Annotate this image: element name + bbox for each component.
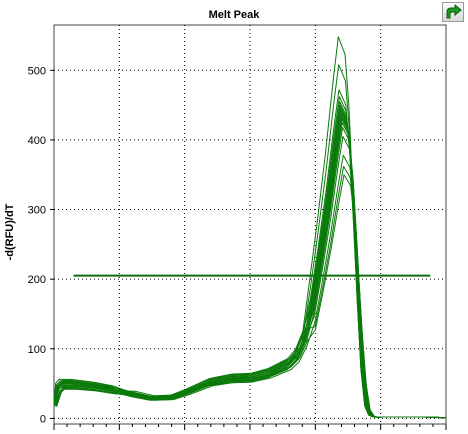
chart-title: Melt Peak: [208, 9, 260, 21]
melt-curve: [56, 174, 447, 419]
y-tick-label: 0: [40, 413, 46, 425]
y-tick-label: 500: [28, 65, 46, 77]
y-tick-label: 100: [28, 344, 46, 356]
y-tick-label: 200: [28, 274, 46, 286]
green-arrow-icon: [446, 4, 462, 19]
y-tick-label: 300: [28, 205, 46, 217]
options-button[interactable]: [442, 2, 464, 22]
plot-frame: [53, 24, 447, 425]
y-tick-label: 400: [28, 135, 46, 147]
